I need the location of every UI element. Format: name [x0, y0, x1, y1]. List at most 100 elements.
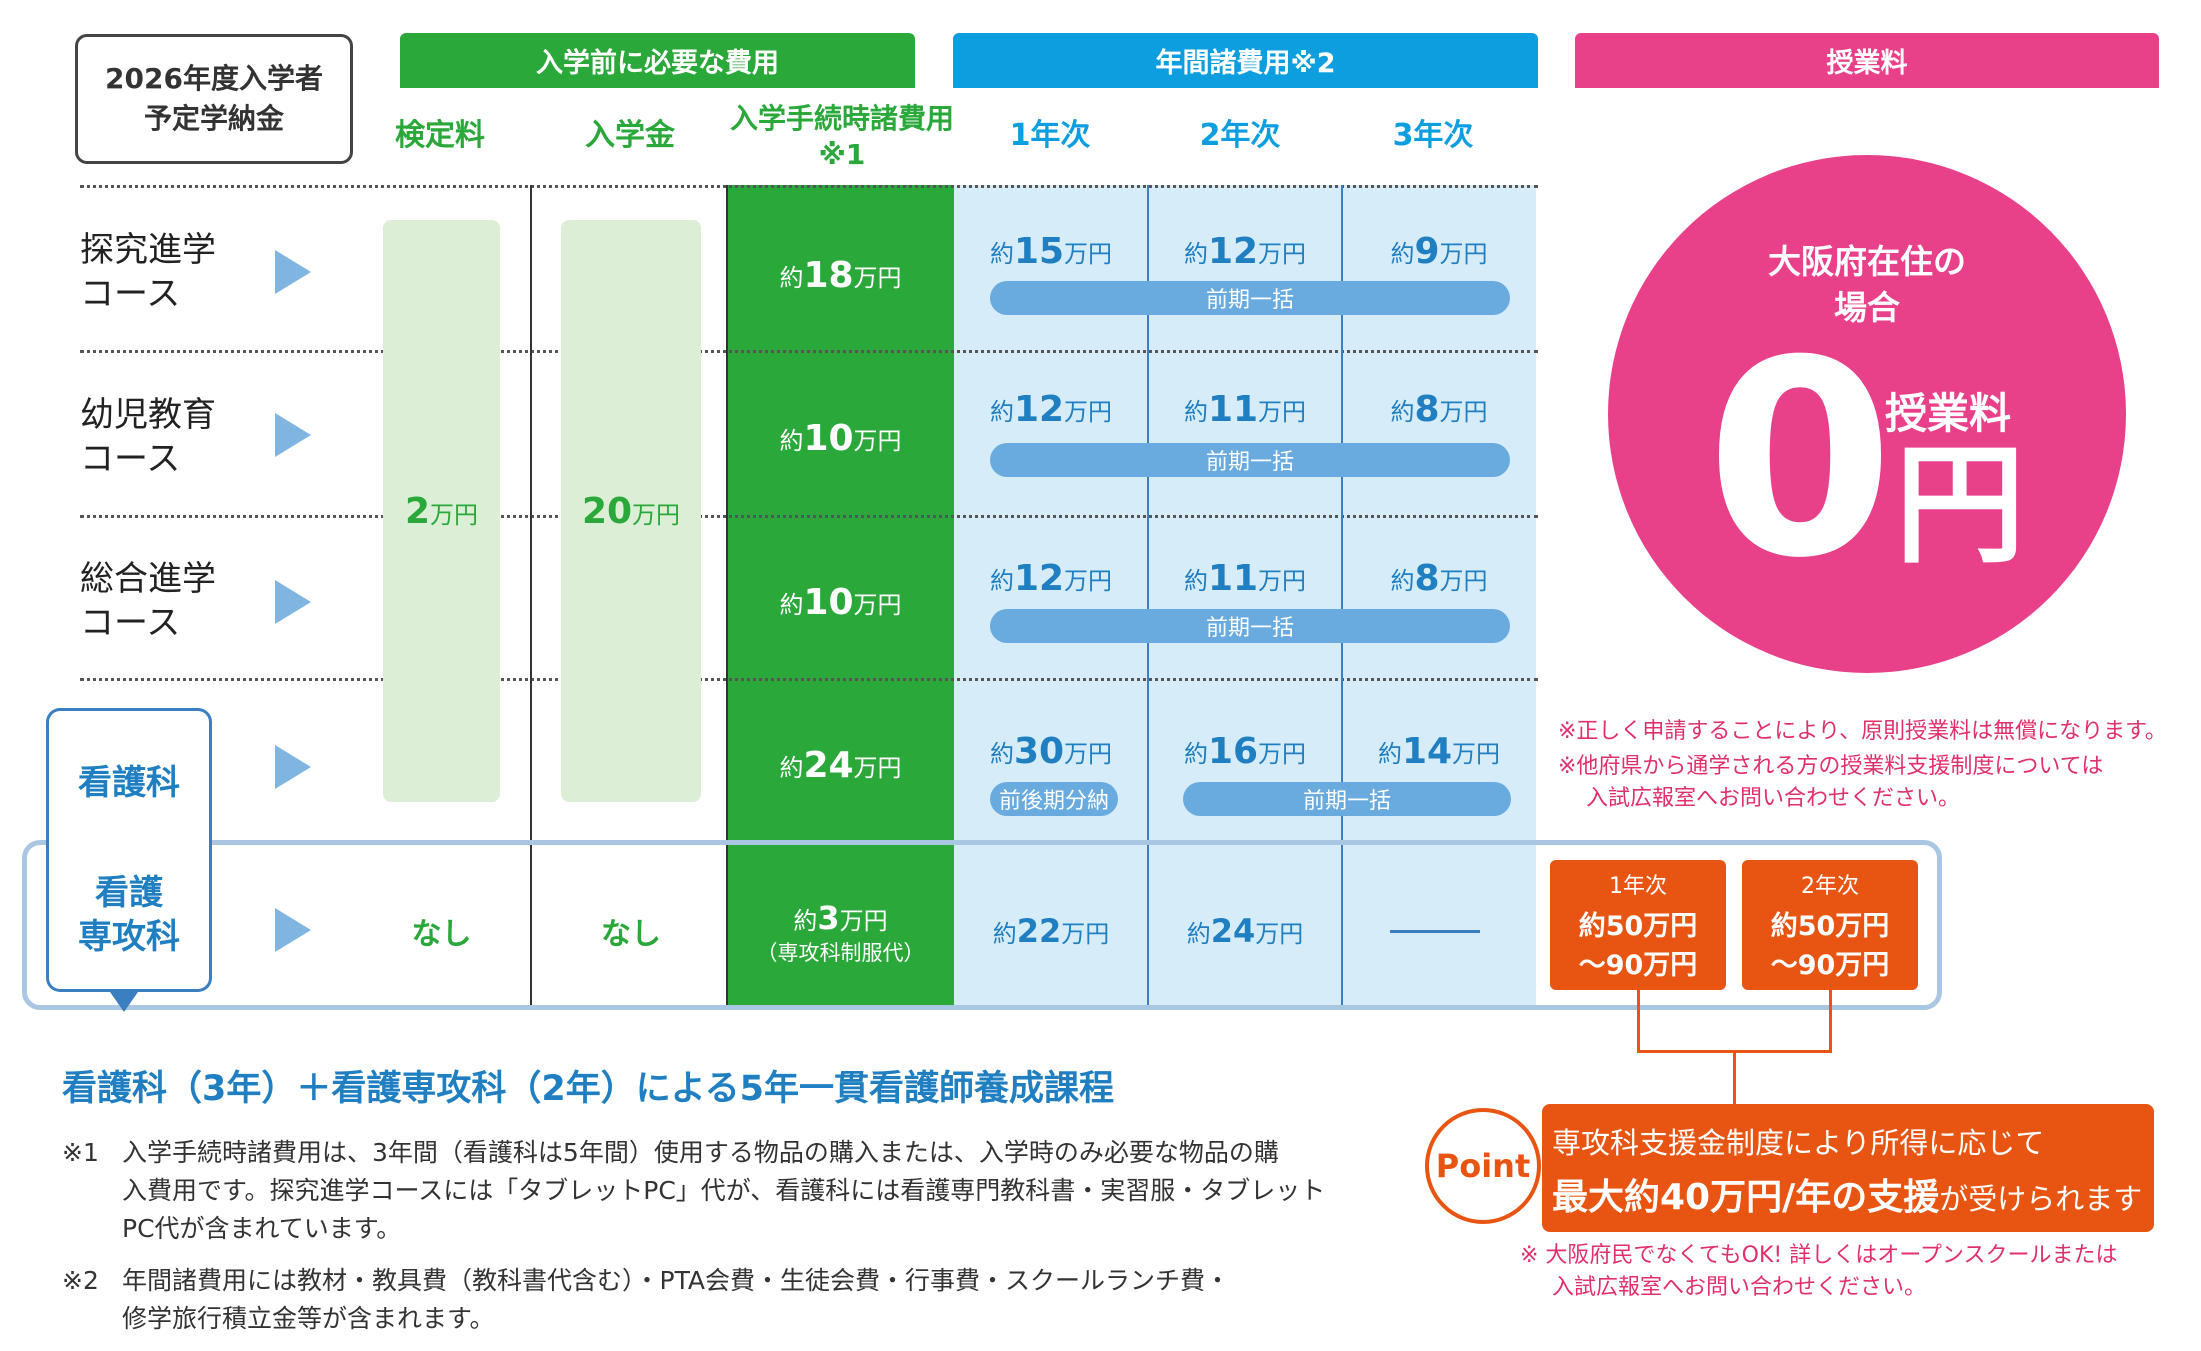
tuition-note-2: ※他府県から通学される方の授業料支援制度については [1558, 754, 2104, 779]
arrow-icon [275, 580, 311, 624]
approx-label: 約 [779, 263, 804, 292]
footnote-1-label: ※1 [62, 1138, 99, 1167]
unit-label: 万円 [853, 590, 902, 619]
procedure-number: 10 [803, 417, 854, 459]
course-line2: コース [80, 439, 181, 479]
point-note-1: ※ 大阪府民でなくてもOK! 詳しくはオープンスクールまたは [1520, 1243, 2118, 1268]
footnote-1-line3: PC代が含まれています。 [122, 1214, 402, 1243]
point-highlight: 最大約40万円/年の支援 [1552, 1177, 1940, 1218]
unit-label: 万円 [1064, 739, 1113, 768]
arrow-icon [275, 413, 311, 457]
fee-number: 24 [1210, 912, 1256, 950]
admission-fee-value: 20万円 [582, 491, 680, 532]
approx-label: 約 [793, 907, 818, 935]
course-line1: 探究進学 [80, 230, 216, 270]
approx-label: 約 [1183, 566, 1208, 595]
procedure-amount: 約3万円 [793, 899, 887, 937]
approx-label: 約 [1183, 397, 1208, 426]
tuition-range-line2: 〜90万円 [1578, 950, 1698, 981]
course-line1: 看護科 [78, 763, 180, 803]
approx-label: 約 [1390, 397, 1415, 426]
point-badge: Point [1425, 1108, 1541, 1224]
course-label-senkou: 看護 専攻科 [46, 840, 212, 992]
unit-label: 万円 [1258, 739, 1307, 768]
exam-fee-bar: 2万円 [383, 220, 500, 802]
admission-fee-none: なし [601, 917, 661, 952]
arrow-icon [275, 908, 311, 952]
unit-label: 万円 [1258, 566, 1307, 595]
tuition-range-line1: 約50万円 [1578, 911, 1698, 942]
procedure-fee-tankyu: 約 18 万円 [727, 250, 954, 300]
unit-label: 万円 [1255, 919, 1304, 948]
admission-fee-number: 20 [581, 490, 633, 532]
year1-fee-tankyu: 約 15 万円 [955, 228, 1147, 274]
footnote-2-line2: 修学旅行積立金等が含まれます。 [122, 1304, 495, 1333]
fee-number: 16 [1207, 730, 1259, 772]
connector-line [1637, 990, 1640, 1052]
unit-label: 万円 [1258, 397, 1307, 426]
fee-number: 9 [1414, 230, 1440, 272]
circle-tuition-label: 授業料 [1885, 389, 2012, 438]
senkou-line2: 専攻科 [78, 916, 180, 957]
annual-column-bg [954, 185, 1536, 1005]
payment-pill-split: 前後期分納 [990, 782, 1118, 816]
approx-label: 約 [1390, 239, 1415, 268]
year2-fee-senkou: 約 24 万円 [1149, 908, 1341, 954]
header-year1: 1年次 [1009, 118, 1091, 153]
fee-number: 14 [1401, 730, 1453, 772]
approx-label: 約 [1186, 919, 1211, 948]
title-box: 2026年度入学者 予定学納金 [75, 34, 353, 164]
fee-number: 12 [1207, 230, 1259, 272]
fee-number: 11 [1207, 388, 1259, 430]
point-line2-rest: が受けられます [1939, 1182, 2143, 1216]
course-label-tankyu: 探究進学 コース [80, 228, 260, 316]
year2-fee-kango: 約 16 万円 [1149, 728, 1341, 774]
year1-fee-youji: 約 12 万円 [955, 386, 1147, 432]
course-line2: コース [80, 274, 181, 314]
procedure-number: 24 [803, 744, 854, 786]
circle-line2: 場合 [1834, 288, 1900, 327]
footnote-2-label: ※2 [62, 1266, 99, 1295]
year3-dash [1390, 930, 1480, 933]
column-divider [726, 185, 728, 1005]
column-divider [1341, 185, 1343, 1005]
procedure-number: 10 [803, 581, 854, 623]
connector-line [1733, 1050, 1736, 1106]
header-tuition: 授業料 [1575, 33, 2159, 88]
senkou-tuition-year2: 2年次 約50万円 〜90万円 [1742, 860, 1918, 990]
column-divider [530, 185, 532, 1005]
tuition-year-label: 2年次 [1801, 874, 1859, 899]
header-year3: 3年次 [1392, 118, 1474, 153]
tuition-free-circle [1608, 155, 2126, 673]
senkou-tuition-year1: 1年次 約50万円 〜90万円 [1550, 860, 1726, 990]
header-pre-entry: 入学前に必要な費用 [400, 33, 915, 88]
point-box [1542, 1104, 2154, 1232]
course-line1: 幼児教育 [80, 395, 216, 435]
footnote-1-line2: 入費用です。探究進学コースには「タブレットPC」代が、看護科には看護専門教科書・… [122, 1176, 1326, 1205]
exam-fee-none: なし [411, 917, 472, 952]
program-title: 看護科（3年）＋看護専攻科（2年）による5年一貫看護師養成課程 [62, 1069, 1115, 1109]
unit-label: 万円 [853, 426, 902, 455]
title-line1: 2026年度入学者 [105, 62, 323, 95]
procedure-number: 3 [817, 899, 840, 937]
exam-fee-number: 2 [404, 490, 431, 532]
unit-label: 万円 [1258, 239, 1307, 268]
unit-label: 万円 [1061, 919, 1110, 948]
admission-fee-bar: 20万円 [561, 220, 701, 802]
admission-fee-unit: 万円 [632, 500, 681, 529]
approx-label: 約 [989, 239, 1014, 268]
tuition-note-3: 入試広報室へお問い合わせください。 [1586, 786, 1961, 811]
unit-label: 万円 [853, 753, 902, 782]
fee-number: 22 [1016, 912, 1062, 950]
unit-label: 万円 [1439, 239, 1488, 268]
course-line2: コース [80, 603, 181, 643]
course-label-sougou: 総合進学 コース [80, 557, 260, 645]
payment-pill: 前期一括 [990, 609, 1510, 643]
tuition-note-1: ※正しく申請することにより、原則授業料は無償になります。 [1558, 719, 2167, 744]
fee-number: 8 [1414, 557, 1440, 599]
fee-number: 30 [1013, 730, 1065, 772]
approx-label: 約 [779, 590, 804, 619]
circle-text-top: 大阪府在住の 場合 [1608, 235, 2126, 335]
point-line2: 最大約40万円/年の支援が受けられます [1552, 1168, 2142, 1220]
approx-label: 約 [989, 566, 1014, 595]
